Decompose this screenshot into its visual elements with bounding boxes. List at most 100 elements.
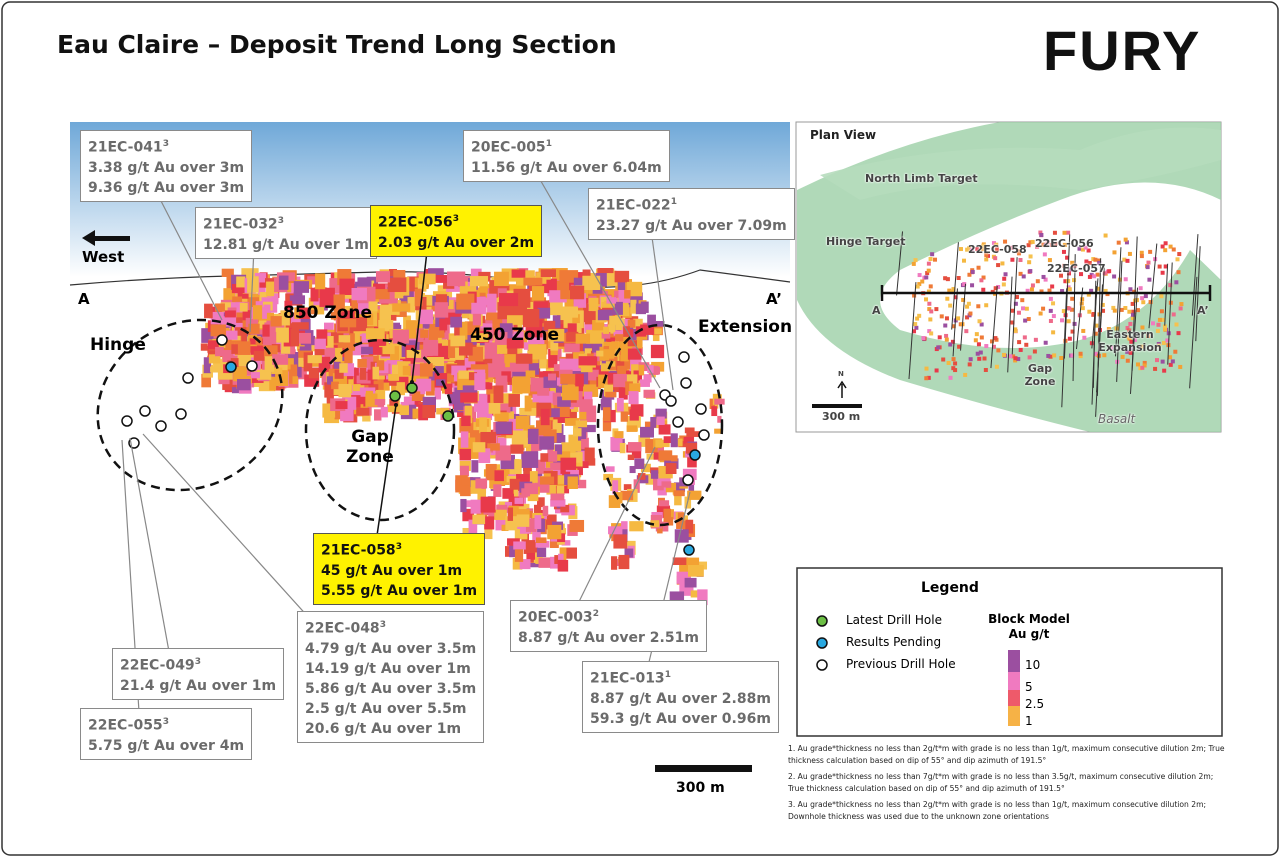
plan-block [1018, 271, 1023, 276]
model-block [338, 383, 352, 398]
plan-block [1038, 311, 1043, 316]
model-block [558, 553, 564, 564]
model-block [497, 341, 508, 354]
plan-block [1150, 321, 1155, 326]
model-block [512, 557, 523, 570]
model-block [402, 365, 411, 376]
model-block [523, 277, 543, 286]
plan-block [1130, 316, 1135, 321]
plan-block [962, 258, 967, 263]
model-block [498, 293, 519, 307]
model-block [480, 431, 497, 444]
plan-block [1160, 359, 1165, 364]
model-block [634, 458, 645, 469]
plan-block [912, 329, 917, 334]
model-block [602, 407, 611, 422]
model-block [213, 359, 223, 371]
plan-block [1140, 365, 1145, 370]
model-block [469, 276, 489, 287]
plan-block [976, 342, 981, 347]
plan-block [1079, 301, 1084, 306]
plan-block [1002, 276, 1007, 281]
plan-block [956, 276, 961, 281]
model-block [333, 355, 353, 365]
model-block [506, 338, 524, 349]
logo: FURY [1043, 19, 1202, 82]
plan-block [937, 335, 942, 340]
plan-title: Plan View [810, 128, 877, 142]
plan-block [1017, 340, 1022, 345]
model-block [376, 360, 385, 371]
model-block [390, 346, 400, 364]
plan-block [1162, 368, 1167, 373]
model-block [339, 363, 348, 373]
leader-line [522, 149, 661, 389]
model-block [550, 462, 568, 470]
model-block [243, 365, 253, 376]
plan-block [1045, 240, 1050, 245]
model-block [655, 408, 667, 419]
model-block [511, 269, 526, 278]
plan-block [979, 335, 984, 340]
model-block [578, 356, 598, 366]
model-block [620, 411, 628, 422]
plan-block [1155, 328, 1160, 333]
callout-id: 22EC-0563 [378, 209, 534, 233]
model-block [442, 373, 458, 383]
model-block [514, 497, 524, 504]
model-block [441, 339, 454, 348]
plan-block [1062, 263, 1067, 268]
model-block [614, 431, 624, 439]
model-block [545, 514, 557, 525]
plan-shell [797, 122, 1221, 432]
plan-block [981, 275, 986, 280]
plan-block [1173, 349, 1178, 354]
model-block [517, 509, 530, 520]
plan-block [1095, 272, 1100, 277]
plan-block [1046, 353, 1051, 358]
plan-block [1047, 258, 1052, 263]
model-block [485, 312, 501, 321]
model-block [516, 514, 530, 527]
model-block [687, 454, 697, 468]
plan-block [1096, 286, 1101, 291]
plan-block [924, 275, 929, 280]
model-block [657, 473, 671, 486]
model-block [201, 328, 212, 343]
model-block [514, 459, 522, 477]
model-block [629, 383, 641, 393]
drill-hole [225, 361, 237, 373]
plan-block [969, 247, 974, 252]
assay-result: 2.5 g/t Au over 5.5m [305, 700, 467, 717]
plan-block [979, 322, 984, 327]
model-block [307, 355, 322, 364]
plan-block [1119, 307, 1124, 312]
model-block [372, 334, 387, 346]
plan-block [1159, 309, 1164, 314]
plan-block [1140, 296, 1145, 301]
model-block [535, 537, 547, 544]
plan-block [1030, 283, 1035, 288]
model-block [505, 469, 515, 480]
model-block [453, 368, 460, 382]
plan-block [1033, 337, 1038, 342]
model-block [601, 301, 615, 308]
plan-block [1153, 366, 1158, 371]
plan-block [1087, 261, 1092, 266]
plan-block [981, 287, 986, 292]
model-block [663, 436, 672, 444]
model-block [561, 540, 571, 546]
model-block [539, 436, 555, 450]
plan-drill-trace [1061, 288, 1068, 408]
model-block [382, 344, 395, 355]
plan-block [1156, 322, 1161, 327]
model-block [658, 424, 671, 435]
plan-block [1078, 351, 1083, 356]
note-ref: 3 [162, 139, 169, 149]
plan-block [1067, 336, 1072, 341]
plan-block [1093, 331, 1098, 336]
model-block [527, 553, 536, 560]
model-block [531, 286, 545, 301]
model-block [529, 471, 538, 483]
model-block [347, 396, 357, 410]
